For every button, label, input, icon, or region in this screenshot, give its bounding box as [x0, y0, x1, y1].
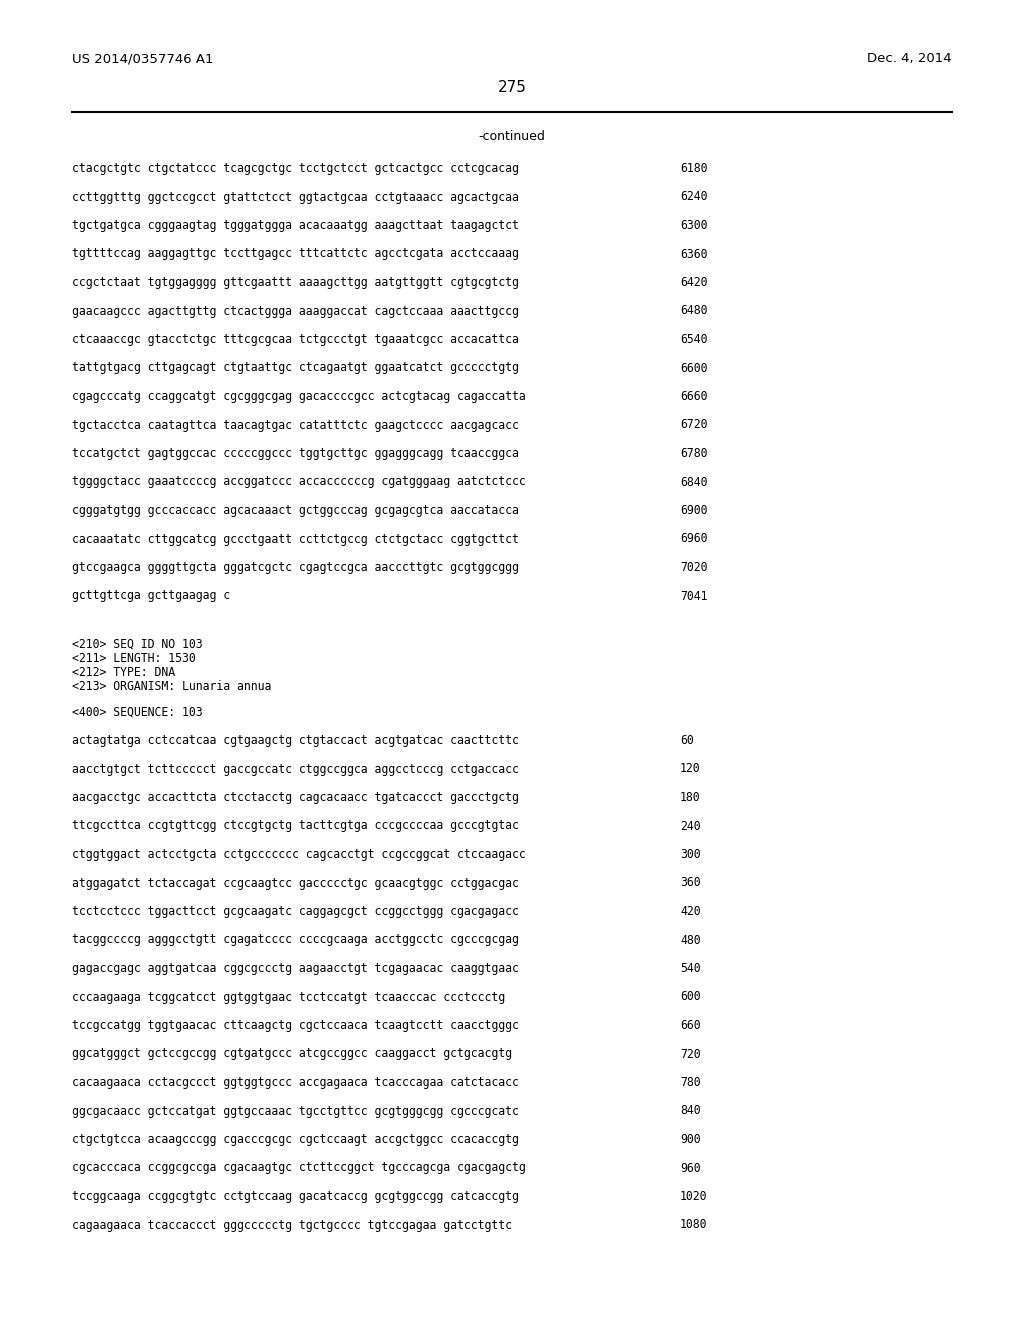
Text: 1080: 1080: [680, 1218, 708, 1232]
Text: 6480: 6480: [680, 305, 708, 318]
Text: 6840: 6840: [680, 475, 708, 488]
Text: ttcgccttca ccgtgttcgg ctccgtgctg tacttcgtga cccgccccaa gcccgtgtac: ttcgccttca ccgtgttcgg ctccgtgctg tacttcg…: [72, 820, 519, 833]
Text: US 2014/0357746 A1: US 2014/0357746 A1: [72, 51, 213, 65]
Text: 120: 120: [680, 763, 700, 776]
Text: 6420: 6420: [680, 276, 708, 289]
Text: 6180: 6180: [680, 162, 708, 176]
Text: ggcatgggct gctccgccgg cgtgatgccc atcgccggcc caaggacct gctgcacgtg: ggcatgggct gctccgccgg cgtgatgccc atcgccg…: [72, 1048, 512, 1060]
Text: cccaagaaga tcggcatcct ggtggtgaac tcctccatgt tcaacccac ccctccctg: cccaagaaga tcggcatcct ggtggtgaac tcctcca…: [72, 990, 505, 1003]
Text: 720: 720: [680, 1048, 700, 1060]
Text: 6660: 6660: [680, 389, 708, 403]
Text: Dec. 4, 2014: Dec. 4, 2014: [867, 51, 952, 65]
Text: 1020: 1020: [680, 1191, 708, 1203]
Text: ccgctctaat tgtggagggg gttcgaattt aaaagcttgg aatgttggtt cgtgcgtctg: ccgctctaat tgtggagggg gttcgaattt aaaagct…: [72, 276, 519, 289]
Text: <212> TYPE: DNA: <212> TYPE: DNA: [72, 667, 175, 678]
Text: tggggctacc gaaatccccg accggatccc accaccccccg cgatgggaag aatctctccc: tggggctacc gaaatccccg accggatccc accaccc…: [72, 475, 525, 488]
Text: 540: 540: [680, 962, 700, 975]
Text: 660: 660: [680, 1019, 700, 1032]
Text: ctacgctgtc ctgctatccc tcagcgctgc tcctgctcct gctcactgcc cctcgcacag: ctacgctgtc ctgctatccc tcagcgctgc tcctgct…: [72, 162, 519, 176]
Text: tgttttccag aaggagttgc tccttgagcc tttcattctc agcctcgata acctccaaag: tgttttccag aaggagttgc tccttgagcc tttcatt…: [72, 248, 519, 260]
Text: ccttggtttg ggctccgcct gtattctcct ggtactgcaa cctgtaaacc agcactgcaa: ccttggtttg ggctccgcct gtattctcct ggtactg…: [72, 190, 519, 203]
Text: ggcgacaacc gctccatgat ggtgccaaac tgcctgttcc gcgtgggcgg cgcccgcatc: ggcgacaacc gctccatgat ggtgccaaac tgcctgt…: [72, 1105, 519, 1118]
Text: 480: 480: [680, 933, 700, 946]
Text: cgcacccaca ccggcgccga cgacaagtgc ctcttccggct tgcccagcga cgacgagctg: cgcacccaca ccggcgccga cgacaagtgc ctcttcc…: [72, 1162, 525, 1175]
Text: 6600: 6600: [680, 362, 708, 375]
Text: cgggatgtgg gcccaccacc agcacaaact gctggcccag gcgagcgtca aaccatacca: cgggatgtgg gcccaccacc agcacaaact gctggcc…: [72, 504, 519, 517]
Text: <210> SEQ ID NO 103: <210> SEQ ID NO 103: [72, 638, 203, 651]
Text: aacctgtgct tcttccccct gaccgccatc ctggccggca aggcctcccg cctgaccacc: aacctgtgct tcttccccct gaccgccatc ctggccg…: [72, 763, 519, 776]
Text: tgctacctca caatagttca taacagtgac catatttctc gaagctcccc aacgagcacc: tgctacctca caatagttca taacagtgac catattt…: [72, 418, 519, 432]
Text: gcttgttcga gcttgaagag c: gcttgttcga gcttgaagag c: [72, 590, 230, 602]
Text: 6780: 6780: [680, 447, 708, 459]
Text: gtccgaagca ggggttgcta gggatcgctc cgagtccgca aacccttgtc gcgtggcggg: gtccgaagca ggggttgcta gggatcgctc cgagtcc…: [72, 561, 519, 574]
Text: tcctcctccc tggacttcct gcgcaagatc caggagcgct ccggcctggg cgacgagacc: tcctcctccc tggacttcct gcgcaagatc caggagc…: [72, 906, 519, 917]
Text: 240: 240: [680, 820, 700, 833]
Text: <211> LENGTH: 1530: <211> LENGTH: 1530: [72, 652, 196, 665]
Text: cacaaatatc cttggcatcg gccctgaatt ccttctgccg ctctgctacc cggtgcttct: cacaaatatc cttggcatcg gccctgaatt ccttctg…: [72, 532, 519, 545]
Text: 7041: 7041: [680, 590, 708, 602]
Text: 7020: 7020: [680, 561, 708, 574]
Text: 300: 300: [680, 847, 700, 861]
Text: 900: 900: [680, 1133, 700, 1146]
Text: tccgccatgg tggtgaacac cttcaagctg cgctccaaca tcaagtcctt caacctgggc: tccgccatgg tggtgaacac cttcaagctg cgctcca…: [72, 1019, 519, 1032]
Text: tattgtgacg cttgagcagt ctgtaattgc ctcagaatgt ggaatcatct gccccctgtg: tattgtgacg cttgagcagt ctgtaattgc ctcagaa…: [72, 362, 519, 375]
Text: <213> ORGANISM: Lunaria annua: <213> ORGANISM: Lunaria annua: [72, 680, 271, 693]
Text: ctcaaaccgc gtacctctgc tttcgcgcaa tctgccctgt tgaaatcgcc accacattca: ctcaaaccgc gtacctctgc tttcgcgcaa tctgccc…: [72, 333, 519, 346]
Text: atggagatct tctaccagat ccgcaagtcc gaccccctgc gcaacgtggc cctggacgac: atggagatct tctaccagat ccgcaagtcc gaccccc…: [72, 876, 519, 890]
Text: cagaagaaca tcaccaccct gggccccctg tgctgcccc tgtccgagaa gatcctgttc: cagaagaaca tcaccaccct gggccccctg tgctgcc…: [72, 1218, 512, 1232]
Text: 275: 275: [498, 81, 526, 95]
Text: gaacaagccc agacttgttg ctcactggga aaaggaccat cagctccaaa aaacttgccg: gaacaagccc agacttgttg ctcactggga aaaggac…: [72, 305, 519, 318]
Text: gagaccgagc aggtgatcaa cggcgccctg aagaacctgt tcgagaacac caaggtgaac: gagaccgagc aggtgatcaa cggcgccctg aagaacc…: [72, 962, 519, 975]
Text: 6240: 6240: [680, 190, 708, 203]
Text: 180: 180: [680, 791, 700, 804]
Text: 6720: 6720: [680, 418, 708, 432]
Text: ctgctgtcca acaagcccgg cgacccgcgc cgctccaagt accgctggcc ccacaccgtg: ctgctgtcca acaagcccgg cgacccgcgc cgctcca…: [72, 1133, 519, 1146]
Text: cgagcccatg ccaggcatgt cgcgggcgag gacaccccgcc actcgtacag cagaccatta: cgagcccatg ccaggcatgt cgcgggcgag gacaccc…: [72, 389, 525, 403]
Text: 960: 960: [680, 1162, 700, 1175]
Text: 60: 60: [680, 734, 693, 747]
Text: 840: 840: [680, 1105, 700, 1118]
Text: actagtatga cctccatcaa cgtgaagctg ctgtaccact acgtgatcac caacttcttc: actagtatga cctccatcaa cgtgaagctg ctgtacc…: [72, 734, 519, 747]
Text: 6360: 6360: [680, 248, 708, 260]
Text: 360: 360: [680, 876, 700, 890]
Text: 6300: 6300: [680, 219, 708, 232]
Text: tccggcaaga ccggcgtgtc cctgtccaag gacatcaccg gcgtggccgg catcaccgtg: tccggcaaga ccggcgtgtc cctgtccaag gacatca…: [72, 1191, 519, 1203]
Text: 420: 420: [680, 906, 700, 917]
Text: -continued: -continued: [478, 129, 546, 143]
Text: ctggtggact actcctgcta cctgccccccc cagcacctgt ccgccggcat ctccaagacc: ctggtggact actcctgcta cctgccccccc cagcac…: [72, 847, 525, 861]
Text: 6540: 6540: [680, 333, 708, 346]
Text: 600: 600: [680, 990, 700, 1003]
Text: aacgacctgc accacttcta ctcctacctg cagcacaacc tgatcaccct gaccctgctg: aacgacctgc accacttcta ctcctacctg cagcaca…: [72, 791, 519, 804]
Text: tacggccccg agggcctgtt cgagatcccc ccccgcaaga acctggcctc cgcccgcgag: tacggccccg agggcctgtt cgagatcccc ccccgca…: [72, 933, 519, 946]
Text: cacaagaaca cctacgccct ggtggtgccc accgagaaca tcacccagaa catctacacc: cacaagaaca cctacgccct ggtggtgccc accgaga…: [72, 1076, 519, 1089]
Text: 780: 780: [680, 1076, 700, 1089]
Text: <400> SEQUENCE: 103: <400> SEQUENCE: 103: [72, 706, 203, 719]
Text: tccatgctct gagtggccac cccccggccc tggtgcttgc ggagggcagg tcaaccggca: tccatgctct gagtggccac cccccggccc tggtgct…: [72, 447, 519, 459]
Text: tgctgatgca cgggaagtag tgggatggga acacaaatgg aaagcttaat taagagctct: tgctgatgca cgggaagtag tgggatggga acacaaa…: [72, 219, 519, 232]
Text: 6900: 6900: [680, 504, 708, 517]
Text: 6960: 6960: [680, 532, 708, 545]
